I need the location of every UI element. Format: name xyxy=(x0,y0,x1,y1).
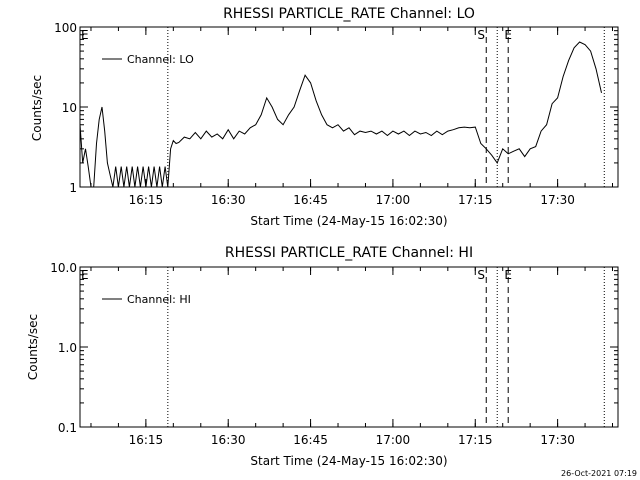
hi-legend: Channel: HI xyxy=(102,293,191,306)
hi-x-tick-label: 16:15 xyxy=(129,433,164,447)
hi-y-tick-label: 1.0 xyxy=(58,341,77,355)
lo-x-tick-label: 17:15 xyxy=(458,193,493,207)
hi-x-tick-label: 16:45 xyxy=(293,433,328,447)
hi-x-tick-label: 17:15 xyxy=(458,433,493,447)
hi-y-axis-label: Counts/sec xyxy=(26,314,40,380)
hi-channel-panel: RHESSI PARTICLE_RATE Channel: HI Start T… xyxy=(26,245,619,468)
lo-series-line xyxy=(79,41,602,188)
lo-plot-frame xyxy=(79,26,619,188)
lo-channel-panel: RHESSI PARTICLE_RATE Channel: LO Start T… xyxy=(30,6,619,228)
lo-marker-label: E xyxy=(504,28,512,42)
lo-x-axis-label: Start Time (24-May-15 16:02:30) xyxy=(250,214,447,228)
lo-x-tick-label: 16:15 xyxy=(129,193,164,207)
hi-x-axis-label: Start Time (24-May-15 16:02:30) xyxy=(250,454,447,468)
lo-x-tick-label: 16:45 xyxy=(293,193,328,207)
lo-x-tick-label: 17:30 xyxy=(540,193,575,207)
hi-x-tick-label: 17:30 xyxy=(540,433,575,447)
lo-legend-label: Channel: LO xyxy=(127,53,194,66)
generation-timestamp: 26-Oct-2021 07:19 xyxy=(561,469,637,478)
hi-y-tick-label: 0.1 xyxy=(58,421,77,435)
lo-y-axis-label: Counts/sec xyxy=(30,75,44,141)
hi-x-tick-label: 17:00 xyxy=(376,433,411,447)
lo-y-tick-label: 1 xyxy=(69,181,77,195)
lo-x-tick-label: 16:30 xyxy=(211,193,246,207)
lo-chart-title: RHESSI PARTICLE_RATE Channel: LO xyxy=(223,6,475,22)
hi-plot-frame xyxy=(79,266,619,428)
hi-chart-title: RHESSI PARTICLE_RATE Channel: HI xyxy=(225,245,473,261)
lo-marker-label: E xyxy=(81,28,89,42)
hi-legend-label: Channel: HI xyxy=(127,293,191,306)
lo-marker-label: S xyxy=(477,28,485,42)
lo-y-tick-label: 100 xyxy=(54,21,77,35)
lo-x-tick-label: 17:00 xyxy=(376,193,411,207)
hi-x-tick-label: 16:30 xyxy=(211,433,246,447)
hi-marker-label: E xyxy=(504,268,512,282)
hi-marker-label: S xyxy=(477,268,485,282)
hi-marker-label: E xyxy=(81,268,89,282)
lo-legend: Channel: LO xyxy=(102,53,194,66)
lo-y-tick-label: 10 xyxy=(62,101,77,115)
hi-y-tick-label: 10.0 xyxy=(50,261,77,275)
